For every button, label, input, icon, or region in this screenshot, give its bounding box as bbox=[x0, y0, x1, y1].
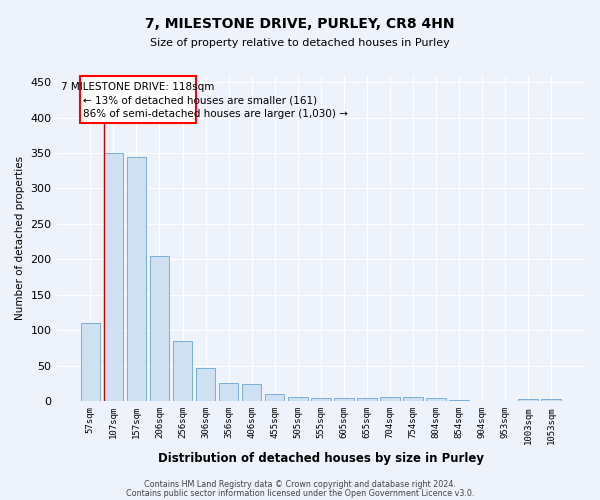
Bar bbox=[311, 398, 331, 401]
Bar bbox=[173, 341, 193, 401]
Bar bbox=[449, 400, 469, 401]
Text: Size of property relative to detached houses in Purley: Size of property relative to detached ho… bbox=[150, 38, 450, 48]
Bar bbox=[357, 398, 377, 401]
Text: 7 MILESTONE DRIVE: 118sqm: 7 MILESTONE DRIVE: 118sqm bbox=[61, 82, 215, 92]
Text: 7, MILESTONE DRIVE, PURLEY, CR8 4HN: 7, MILESTONE DRIVE, PURLEY, CR8 4HN bbox=[145, 18, 455, 32]
X-axis label: Distribution of detached houses by size in Purley: Distribution of detached houses by size … bbox=[158, 452, 484, 465]
Bar bbox=[149, 256, 169, 401]
Bar bbox=[334, 398, 353, 401]
Text: 86% of semi-detached houses are larger (1,030) →: 86% of semi-detached houses are larger (… bbox=[83, 109, 349, 119]
Bar bbox=[380, 397, 400, 401]
Text: ← 13% of detached houses are smaller (161): ← 13% of detached houses are smaller (16… bbox=[83, 96, 317, 106]
Bar bbox=[541, 399, 561, 401]
Bar bbox=[403, 397, 423, 401]
Bar bbox=[288, 397, 308, 401]
Text: Contains public sector information licensed under the Open Government Licence v3: Contains public sector information licen… bbox=[126, 488, 474, 498]
Bar bbox=[196, 368, 215, 401]
Text: Contains HM Land Registry data © Crown copyright and database right 2024.: Contains HM Land Registry data © Crown c… bbox=[144, 480, 456, 489]
Bar bbox=[80, 76, 196, 122]
Bar bbox=[127, 156, 146, 401]
Bar bbox=[104, 153, 123, 401]
Bar bbox=[518, 399, 538, 401]
Bar bbox=[242, 384, 262, 401]
Bar bbox=[426, 398, 446, 401]
Bar bbox=[265, 394, 284, 401]
Bar bbox=[80, 323, 100, 401]
Bar bbox=[219, 382, 238, 401]
Y-axis label: Number of detached properties: Number of detached properties bbox=[15, 156, 25, 320]
